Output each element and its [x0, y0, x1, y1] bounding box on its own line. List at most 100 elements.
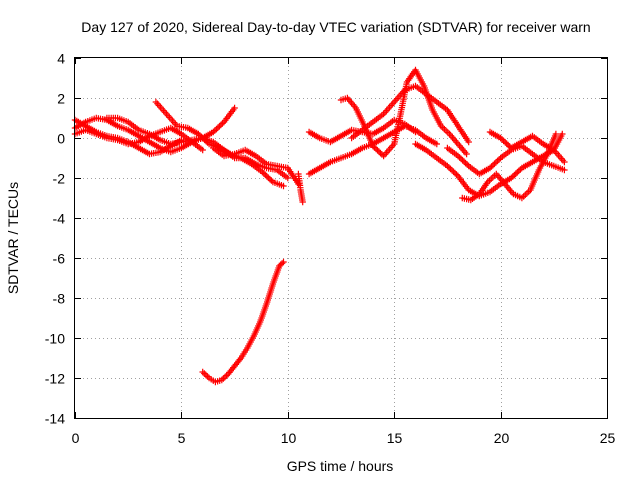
data-point [280, 182, 287, 190]
data-point [517, 166, 524, 173]
data-points [71, 66, 568, 386]
data-point [433, 140, 440, 148]
data-point [463, 150, 470, 158]
x-axis-title: GPS time / hours [287, 458, 394, 474]
data-point [210, 128, 217, 136]
data-point [216, 123, 223, 130]
data-point [450, 168, 457, 175]
y-tick-label: -14 [45, 411, 65, 427]
data-point [505, 141, 512, 149]
data-point [511, 171, 518, 179]
data-point [263, 173, 270, 180]
data-point [495, 156, 503, 163]
data-point [498, 136, 506, 143]
data-point [377, 149, 384, 157]
data-point [375, 148, 383, 155]
data-point [497, 134, 504, 142]
data-point [369, 142, 377, 150]
y-tick-label: -12 [45, 371, 65, 387]
data-point [412, 128, 419, 136]
y-axis-title: SDTVAR / TECUs [5, 182, 21, 294]
data-point [372, 145, 380, 153]
data-point [502, 139, 509, 146]
y-tick-label: -4 [53, 211, 66, 227]
data-point [465, 138, 472, 146]
data-point [459, 157, 466, 164]
y-tick-label: -2 [53, 171, 66, 187]
data-point [488, 163, 495, 170]
data-point [561, 158, 568, 166]
y-tick-label: 0 [57, 131, 65, 147]
data-point [489, 161, 497, 169]
chart-title: Day 127 of 2020, Sidereal Day-to-day VTE… [81, 19, 590, 35]
data-point [503, 140, 510, 147]
data-point [552, 130, 560, 138]
data-point [223, 372, 230, 379]
y-tick-label: -8 [53, 291, 66, 307]
data-point [451, 169, 459, 177]
x-tick-label: 10 [281, 430, 297, 446]
data-point [445, 164, 453, 171]
data-point [231, 104, 238, 112]
x-tick-label: 0 [72, 430, 80, 446]
series-track-p [486, 128, 568, 166]
x-tick-label: 25 [600, 430, 616, 446]
data-point [448, 167, 456, 174]
data-point [561, 166, 568, 174]
data-point [199, 146, 206, 154]
data-point [195, 130, 202, 138]
data-point [512, 170, 519, 177]
data-point [284, 174, 291, 182]
data-point [494, 157, 501, 165]
series-track-g [199, 258, 287, 386]
axis-ticks: 0 5 10 15 20 25 -14 -12 -10 -8 -6 -4 -2 0 2 4 [45, 51, 616, 447]
data-point [268, 177, 275, 184]
data-point [221, 373, 229, 381]
series-track-o [459, 130, 560, 204]
data-point [262, 171, 269, 179]
data-point [559, 130, 566, 138]
series-track-i [305, 122, 440, 178]
data-point [198, 133, 205, 141]
x-tick-label: 20 [494, 430, 510, 446]
data-point [514, 169, 521, 176]
data-point [219, 120, 226, 127]
data-point [259, 168, 266, 176]
x-tick-label: 15 [387, 430, 403, 446]
y-tick-label: -6 [53, 251, 66, 267]
y-tick-label: 4 [57, 51, 65, 67]
data-point [299, 198, 306, 206]
data-point [217, 121, 225, 129]
data-point [460, 158, 468, 165]
data-point [509, 173, 516, 180]
data-point [266, 175, 274, 183]
data-point [213, 125, 220, 133]
data-point [486, 164, 494, 172]
y-tick-label: -10 [45, 331, 65, 347]
data-point [457, 155, 465, 163]
data-point [214, 124, 222, 131]
data-point [278, 260, 286, 267]
plot-frame [74, 57, 608, 419]
grid [75, 58, 607, 418]
series-track-l [348, 82, 472, 146]
series-track-h [295, 170, 306, 206]
data-point [374, 147, 381, 154]
data-point [260, 170, 267, 177]
data-point [202, 371, 210, 379]
data-point [464, 161, 471, 168]
y-tick-label: 2 [57, 91, 65, 107]
data-point [456, 154, 463, 161]
data-point [201, 136, 208, 143]
data-point [199, 135, 207, 142]
series-track-m [412, 130, 566, 200]
data-point [491, 160, 498, 167]
series-track-f [210, 144, 302, 188]
x-tick-label: 5 [178, 430, 186, 446]
data-point [199, 368, 206, 376]
data-point [453, 171, 460, 178]
data-point [202, 137, 210, 145]
data-point [280, 258, 287, 266]
data-point [444, 162, 451, 170]
